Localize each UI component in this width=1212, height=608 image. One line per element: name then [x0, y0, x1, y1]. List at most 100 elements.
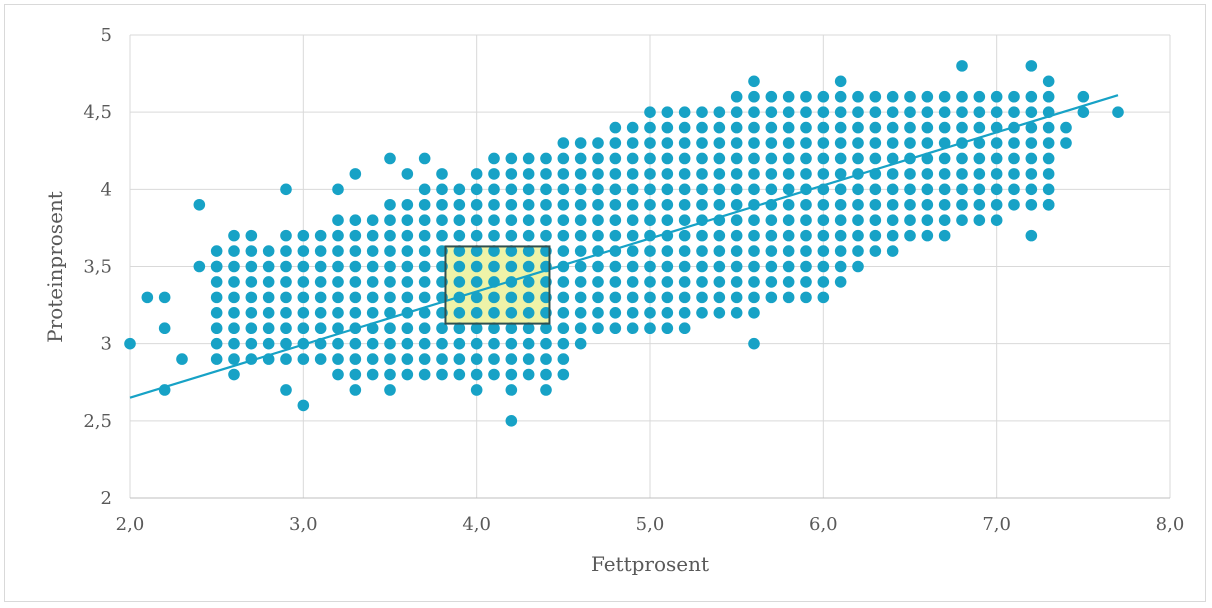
data-point	[817, 214, 830, 226]
data-point	[366, 260, 379, 273]
data-point	[314, 291, 327, 304]
data-point	[765, 229, 778, 242]
data-point	[938, 214, 951, 226]
data-point	[748, 90, 760, 103]
data-point	[210, 260, 223, 273]
data-point	[540, 337, 552, 350]
data-point	[453, 322, 466, 335]
data-point	[644, 106, 656, 118]
data-point	[384, 245, 396, 257]
data-point	[228, 291, 240, 304]
data-point	[522, 183, 535, 196]
data-point	[800, 121, 812, 134]
data-point	[262, 322, 275, 335]
data-point	[626, 291, 639, 304]
data-point	[661, 260, 674, 273]
data-point	[956, 214, 968, 226]
data-point	[834, 183, 847, 196]
data-point	[540, 384, 552, 396]
trendline-layer	[129, 94, 1119, 399]
data-point	[644, 291, 656, 304]
data-point	[748, 260, 760, 273]
data-point	[366, 368, 379, 381]
data-point	[713, 168, 726, 180]
data-point	[470, 229, 483, 242]
data-point	[332, 229, 344, 242]
data-point	[748, 75, 760, 88]
data-point	[678, 168, 691, 180]
data-point	[609, 276, 622, 288]
data-point	[297, 276, 310, 288]
data-point	[817, 291, 830, 304]
data-point	[644, 137, 656, 149]
data-point	[1042, 198, 1055, 211]
data-point	[540, 229, 552, 242]
data-point	[696, 121, 708, 134]
data-point	[713, 245, 726, 257]
data-point	[384, 229, 396, 242]
data-point	[557, 198, 570, 211]
data-point	[973, 214, 986, 226]
data-point	[973, 137, 986, 149]
data-point	[505, 384, 518, 396]
data-point	[228, 276, 240, 288]
data-point	[730, 106, 743, 118]
data-point	[1077, 106, 1090, 118]
data-point	[661, 214, 674, 226]
data-point	[366, 291, 379, 304]
data-point	[609, 229, 622, 242]
data-point	[1008, 198, 1020, 211]
data-point	[158, 322, 171, 335]
data-point	[1025, 198, 1038, 211]
data-point	[384, 152, 396, 165]
data-point	[713, 121, 726, 134]
data-point	[678, 121, 691, 134]
data-point	[817, 152, 830, 165]
data-point	[401, 229, 414, 242]
x-tick-label: 7,0	[982, 514, 1011, 535]
data-point	[453, 353, 466, 365]
data-point	[522, 307, 535, 319]
y-tick-label: 5	[101, 25, 112, 46]
data-point	[522, 260, 535, 273]
data-point	[713, 152, 726, 165]
data-point	[332, 353, 344, 365]
data-point	[834, 276, 847, 288]
data-point	[626, 260, 639, 273]
data-point	[990, 214, 1003, 226]
data-point	[730, 152, 743, 165]
data-point	[748, 106, 760, 118]
data-point	[800, 90, 812, 103]
data-point	[626, 152, 639, 165]
data-point	[228, 307, 240, 319]
data-point	[574, 214, 587, 226]
data-point	[245, 307, 258, 319]
data-point	[349, 245, 362, 257]
data-point	[453, 337, 466, 350]
data-point	[418, 368, 431, 381]
data-point	[418, 291, 431, 304]
data-point	[765, 121, 778, 134]
data-point	[748, 152, 760, 165]
data-point	[730, 198, 743, 211]
data-point	[228, 245, 240, 257]
data-point	[245, 229, 258, 242]
data-point	[332, 368, 344, 381]
data-point	[661, 106, 674, 118]
data-point	[869, 90, 882, 103]
data-point	[800, 214, 812, 226]
data-point	[557, 152, 570, 165]
data-point	[609, 168, 622, 180]
data-point	[401, 322, 414, 335]
data-point	[332, 337, 344, 350]
data-point	[765, 291, 778, 304]
data-point	[609, 152, 622, 165]
data-point	[574, 229, 587, 242]
data-point	[384, 368, 396, 381]
data-point	[765, 245, 778, 257]
data-point	[834, 214, 847, 226]
data-point	[678, 183, 691, 196]
data-point	[938, 121, 951, 134]
data-point	[748, 137, 760, 149]
data-point	[938, 90, 951, 103]
